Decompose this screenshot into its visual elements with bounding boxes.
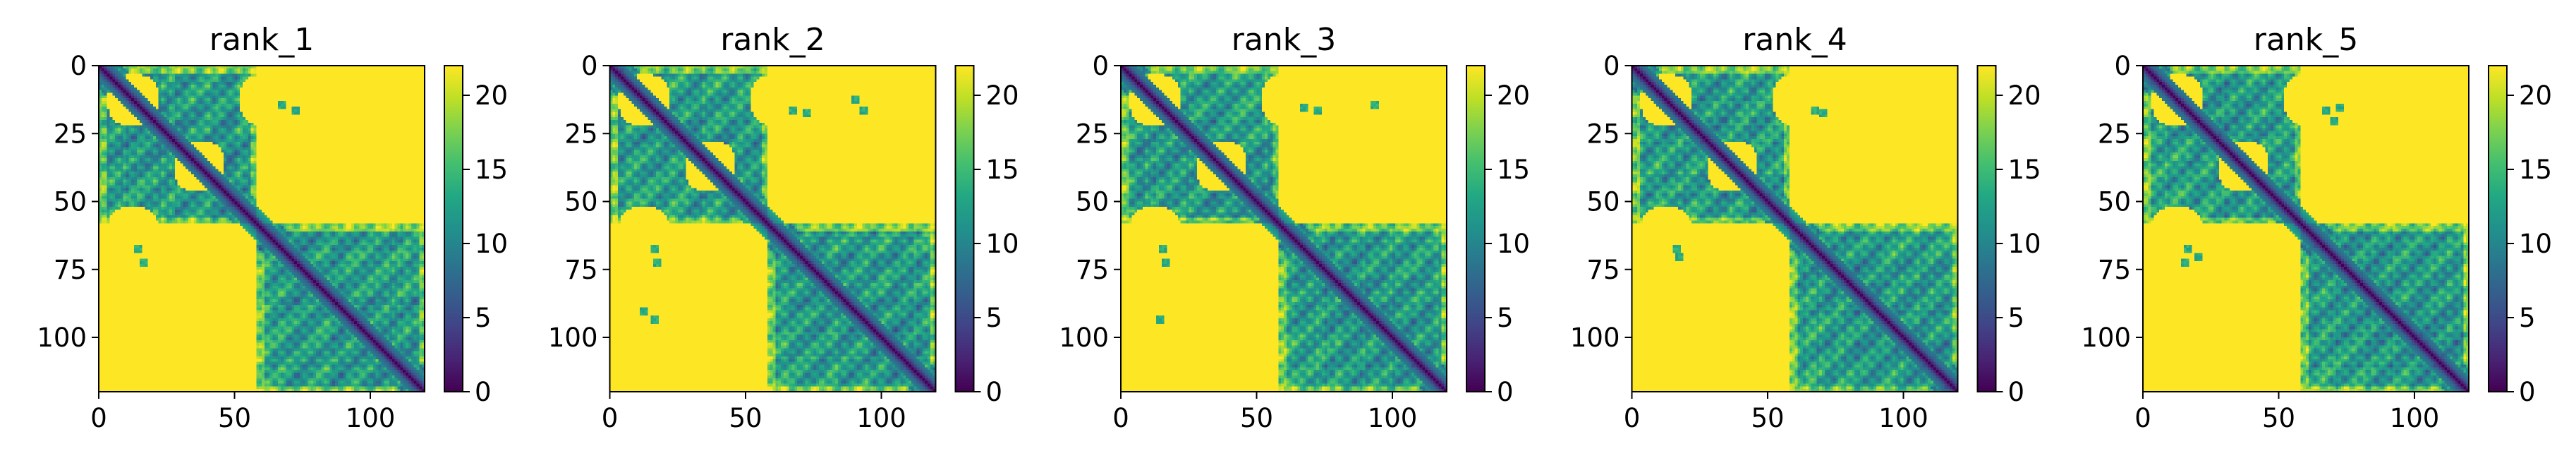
- colorbar-gradient: [2489, 66, 2507, 392]
- axes-frame: [609, 65, 937, 392]
- x-tick-label: 100: [1878, 403, 1928, 433]
- panel-3: rank_3 0 50 100 0 25 50 75 100 0 5 10 15 20: [1059, 22, 1530, 433]
- heatmap-image: [1121, 66, 1447, 392]
- y-tick-label: 25: [1076, 119, 1109, 149]
- x-tick-label: 0: [90, 403, 107, 433]
- chart-title: rank_5: [2254, 22, 2358, 58]
- colorbar-tick-label: 5: [986, 303, 1003, 333]
- colorbar-gradient: [1466, 66, 1485, 392]
- y-tick-label: 25: [1586, 119, 1620, 149]
- colorbar-tick-label: 10: [2008, 229, 2041, 259]
- y-tick-label: 100: [1570, 323, 1620, 353]
- colorbar-tick-label: 10: [1497, 229, 1530, 259]
- axes-frame: [2142, 65, 2469, 392]
- colorbar-frame: [2488, 65, 2508, 392]
- x-tick-label: 50: [1751, 403, 1784, 433]
- x-tick-label: 0: [1112, 403, 1129, 433]
- colorbar-tick-label: 15: [475, 155, 508, 185]
- x-tick-label: 50: [218, 403, 251, 433]
- y-tick-label: 50: [2098, 187, 2131, 217]
- y-tick-label: 50: [1076, 187, 1109, 217]
- chart-title: rank_1: [209, 22, 314, 58]
- y-tick-label: 0: [1092, 51, 1109, 81]
- x-tick-label: 0: [2134, 403, 2151, 433]
- y-tick-label: 75: [2098, 255, 2131, 285]
- colorbar-tick-label: 5: [2008, 303, 2025, 333]
- y-tick-label: 50: [564, 187, 597, 217]
- y-tick-label: 25: [54, 119, 87, 149]
- y-tick-label: 100: [1059, 323, 1109, 353]
- colorbar-tick-label: 5: [2519, 303, 2536, 333]
- y-tick-label: 0: [1603, 51, 1620, 81]
- colorbar-tick-label: 0: [2519, 377, 2536, 407]
- colorbar-tick-label: 0: [2008, 377, 2025, 407]
- x-tick-label: 0: [602, 403, 619, 433]
- colorbar-tick-label: 15: [986, 155, 1019, 185]
- colorbar-tick-label: 15: [2519, 155, 2552, 185]
- chart-title: rank_2: [720, 22, 825, 58]
- colorbar-tick-label: 15: [1497, 155, 1530, 185]
- x-tick-label: 0: [1624, 403, 1641, 433]
- y-tick-label: 100: [548, 323, 598, 353]
- colorbar-tick-label: 0: [1497, 377, 1514, 407]
- colorbar-frame: [954, 65, 975, 392]
- colorbar-gradient: [444, 66, 463, 392]
- colorbar-tick-label: 20: [1497, 80, 1530, 111]
- colorbar-gradient: [1977, 66, 1996, 392]
- y-tick-label: 25: [2098, 119, 2131, 149]
- y-tick-label: 50: [1586, 187, 1620, 217]
- x-tick-label: 100: [2390, 403, 2440, 433]
- heatmap-image: [2143, 66, 2469, 392]
- colorbar-tick-label: 10: [475, 229, 508, 259]
- axes-frame: [1120, 65, 1447, 392]
- colorbar-frame: [1466, 65, 1486, 392]
- axes-frame: [98, 65, 425, 392]
- chart-title: rank_3: [1232, 22, 1336, 58]
- colorbar-tick-label: 20: [986, 80, 1019, 111]
- colorbar-frame: [444, 65, 463, 392]
- x-tick-label: 50: [1240, 403, 1273, 433]
- x-tick-label: 50: [2262, 403, 2295, 433]
- heatmap-image: [609, 66, 936, 392]
- panel-5: rank_5 0 50 100 0 25 50 75 100 0 5 10 15 20: [2081, 22, 2552, 433]
- colorbar-tick-label: 20: [2519, 80, 2552, 111]
- colorbar-gradient: [955, 66, 974, 392]
- colorbar-tick-label: 10: [986, 229, 1019, 259]
- colorbar-tick-label: 0: [986, 377, 1003, 407]
- colorbar-tick-label: 5: [475, 303, 492, 333]
- y-tick-label: 75: [1586, 255, 1620, 285]
- y-tick-label: 100: [37, 323, 87, 353]
- y-tick-label: 0: [70, 51, 87, 81]
- colorbar-tick-label: 20: [475, 80, 508, 111]
- heatmap-image: [1632, 66, 1958, 392]
- panel-1: rank_1 0 50 100 0 25 50 75 100 0 5 10 15 20: [37, 22, 508, 433]
- colorbar-frame: [1976, 65, 1997, 392]
- y-tick-label: 100: [2081, 323, 2131, 353]
- colorbar-tick-label: 20: [2008, 80, 2041, 111]
- colorbar-tick-label: 0: [475, 377, 492, 407]
- axes-frame: [1631, 65, 1959, 392]
- y-tick-label: 75: [564, 255, 597, 285]
- y-tick-label: 0: [581, 51, 598, 81]
- y-tick-label: 0: [2114, 51, 2131, 81]
- x-tick-label: 100: [346, 403, 396, 433]
- y-tick-label: 50: [54, 187, 87, 217]
- x-tick-label: 100: [1368, 403, 1418, 433]
- panel-2: rank_2 0 50 100 0 25 50 75 100 0 5 10 15 20: [548, 22, 1019, 433]
- heatmap-image: [99, 66, 425, 392]
- x-tick-label: 50: [729, 403, 762, 433]
- y-tick-label: 75: [1076, 255, 1109, 285]
- panel-4: rank_4 0 50 100 0 25 50 75 100 0 5 10 15 20: [1570, 22, 2041, 433]
- chart-title: rank_4: [1742, 22, 1847, 58]
- colorbar-tick-label: 5: [1497, 303, 1514, 333]
- colorbar-tick-label: 10: [2519, 229, 2552, 259]
- colorbar-tick-label: 15: [2008, 155, 2041, 185]
- y-tick-label: 75: [54, 255, 87, 285]
- x-tick-label: 100: [856, 403, 906, 433]
- y-tick-label: 25: [564, 119, 597, 149]
